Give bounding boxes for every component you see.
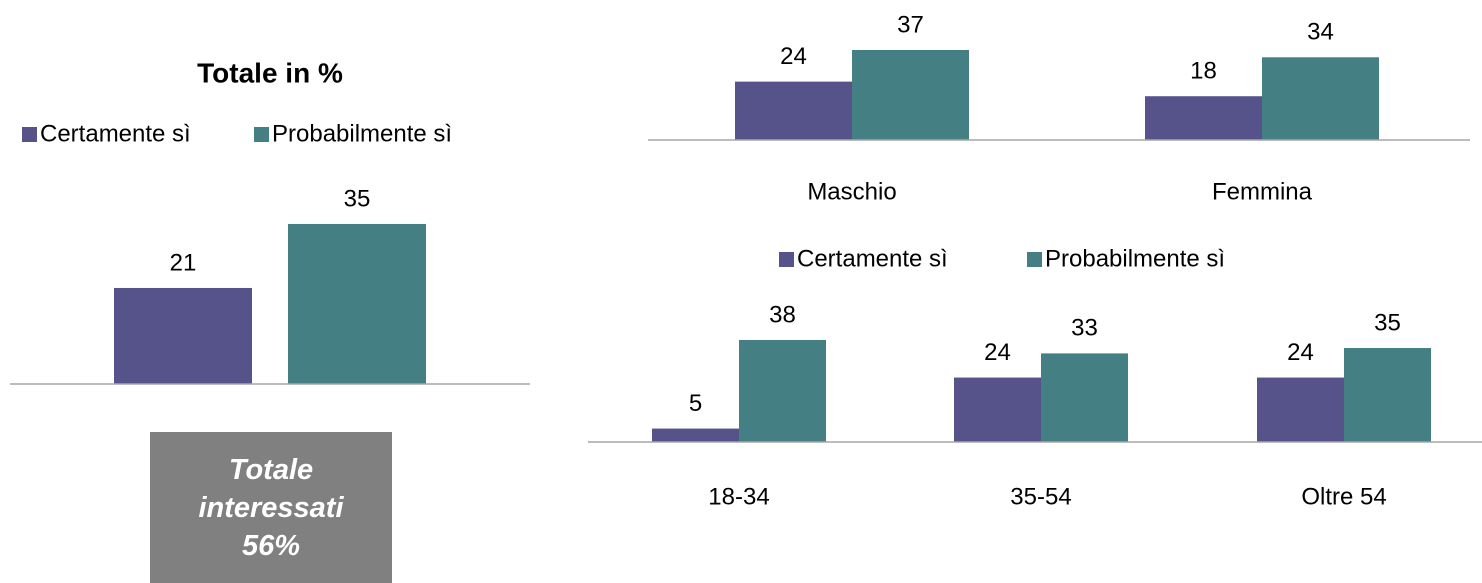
chart-title: Totale in % [197,57,343,88]
legend-swatch [779,252,794,267]
bar [114,287,252,384]
bar [1145,96,1262,140]
legend-label: Certamente sì [797,245,948,272]
value-label: 21 [170,249,197,276]
bar [1041,353,1128,442]
annotation-box: Totale interessati 56% [150,432,392,583]
value-label: 34 [1307,19,1334,46]
x-tick-label: 35-54 [1010,483,1071,510]
legend-label: Probabilmente sì [272,120,452,147]
value-label: 24 [780,43,807,70]
legend-swatch [22,127,37,142]
value-label: 33 [1071,315,1098,342]
bar [1344,348,1431,442]
value-label: 35 [344,185,371,212]
value-label: 35 [1374,309,1401,336]
value-label: 37 [897,11,924,38]
legend-swatch [254,127,269,142]
value-label: 18 [1190,58,1217,85]
bar [735,81,852,140]
value-label: 38 [769,301,796,328]
legend-label: Certamente sì [40,120,191,147]
x-tick-label: Oltre 54 [1301,483,1386,510]
bar [1257,377,1344,442]
legend-label: Probabilmente sì [1045,245,1225,272]
x-tick-label: Femmina [1212,178,1313,205]
bar [852,49,969,141]
x-tick-label: 18-34 [708,483,769,510]
bar [288,223,426,384]
x-tick-label: Maschio [807,178,896,205]
bar [954,377,1041,442]
bar [652,428,739,442]
value-label: 24 [1287,339,1314,366]
bar [739,339,826,442]
legend-swatch [1027,252,1042,267]
value-label: 5 [689,390,702,417]
bar [1262,57,1379,140]
annotation: Totale interessati 56% [198,453,344,562]
value-label: 24 [984,339,1011,366]
